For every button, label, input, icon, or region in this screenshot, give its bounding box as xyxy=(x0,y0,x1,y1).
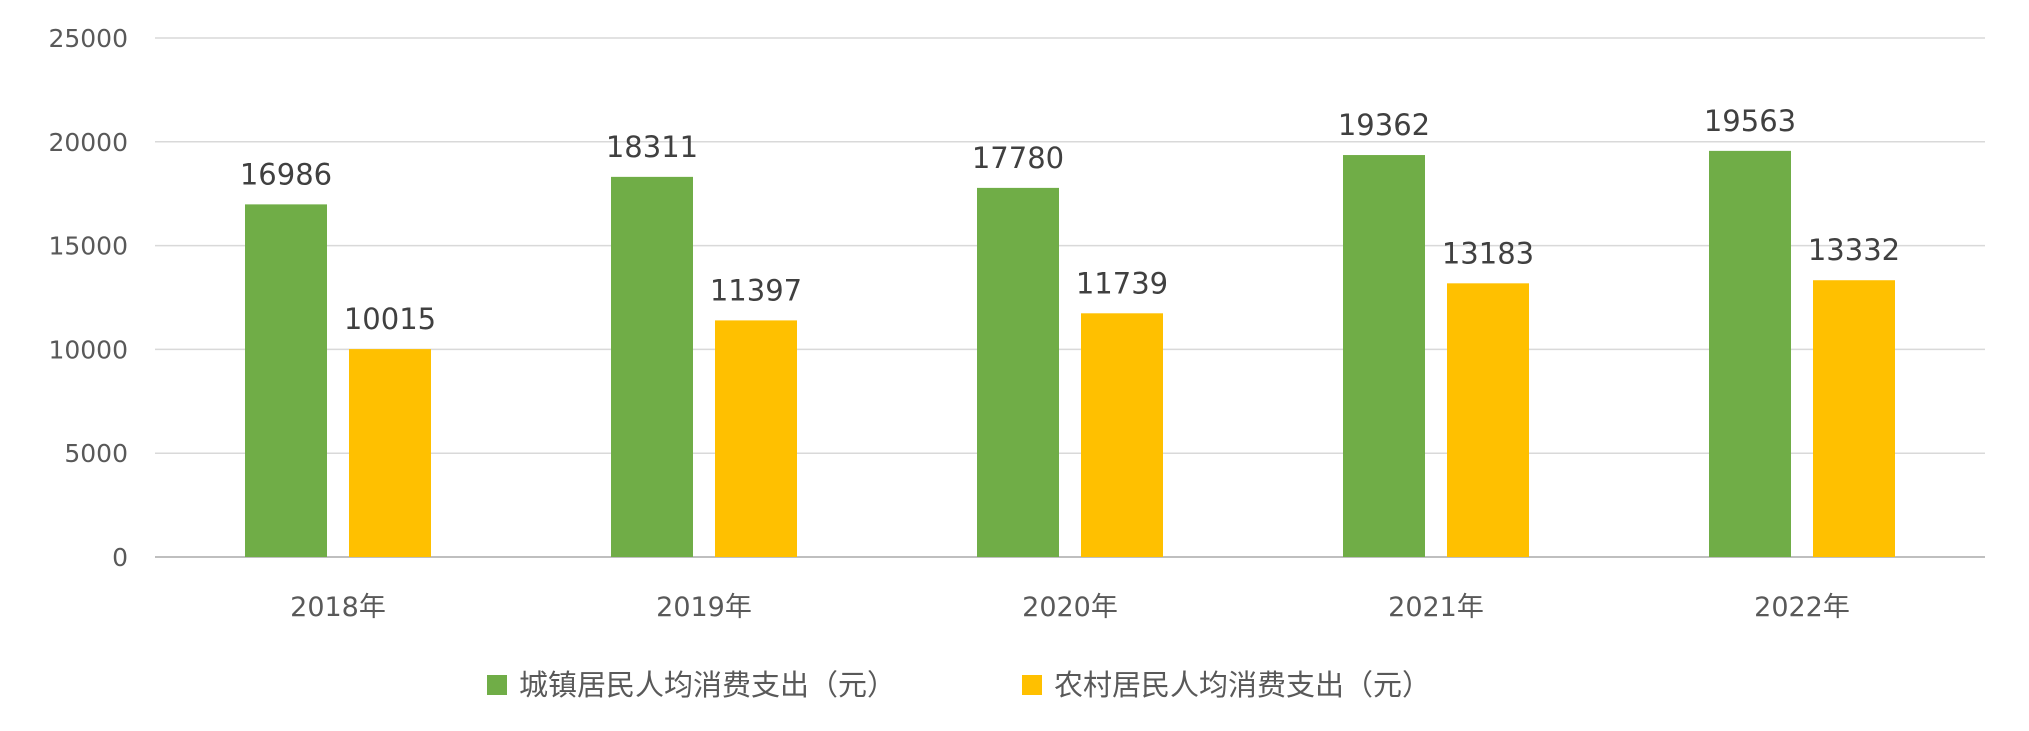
legend-swatch xyxy=(1022,675,1042,695)
bar-rural xyxy=(1813,280,1895,557)
legend-swatch xyxy=(487,675,507,695)
bar-rural xyxy=(1081,313,1163,557)
x-axis-categories: 2018年 2019年 2020年 2021年 2022年 xyxy=(290,592,1850,623)
x-category-label: 2018年 xyxy=(290,592,386,623)
data-label: 13183 xyxy=(1442,236,1534,270)
bar-urban xyxy=(977,187,1059,557)
bar-rural xyxy=(349,349,431,557)
gridlines xyxy=(155,37,1985,558)
x-category-label: 2019年 xyxy=(656,592,752,623)
x-category-label: 2022年 xyxy=(1754,592,1850,623)
legend-label: 农村居民人均消费支出（元） xyxy=(1054,668,1431,702)
x-category-label: 2021年 xyxy=(1388,592,1484,623)
bar-urban xyxy=(1709,150,1791,557)
data-label: 13332 xyxy=(1808,233,1900,267)
data-label: 11397 xyxy=(710,273,802,307)
data-label: 10015 xyxy=(344,302,436,336)
data-label: 19563 xyxy=(1704,104,1796,138)
data-label: 19362 xyxy=(1338,108,1430,142)
y-tick-label: 25000 xyxy=(48,24,128,53)
legend-label: 城镇居民人均消费支出（元） xyxy=(519,668,896,702)
bars xyxy=(245,150,1895,558)
x-category-label: 2020年 xyxy=(1022,592,1118,623)
data-label: 16986 xyxy=(240,157,332,191)
y-tick-label: 15000 xyxy=(48,232,128,261)
bar-urban xyxy=(1343,155,1425,558)
data-label: 17780 xyxy=(972,141,1064,175)
data-label: 11739 xyxy=(1076,266,1168,300)
bar-urban xyxy=(611,176,693,557)
legend: 城镇居民人均消费支出（元） 农村居民人均消费支出（元） xyxy=(487,668,1431,702)
bar-urban xyxy=(245,204,327,557)
bar-rural xyxy=(715,320,797,557)
y-tick-label: 5000 xyxy=(64,439,128,468)
y-tick-label: 20000 xyxy=(48,128,128,157)
data-label: 18311 xyxy=(606,130,698,164)
y-tick-label: 10000 xyxy=(48,335,128,364)
y-axis-ticks: 0 5000 10000 15000 20000 25000 xyxy=(48,24,128,572)
bar-rural xyxy=(1447,283,1529,557)
y-tick-label: 0 xyxy=(112,543,128,572)
data-labels: 16986 10015 18311 11397 17780 11739 19362 13183… xyxy=(240,104,1900,336)
